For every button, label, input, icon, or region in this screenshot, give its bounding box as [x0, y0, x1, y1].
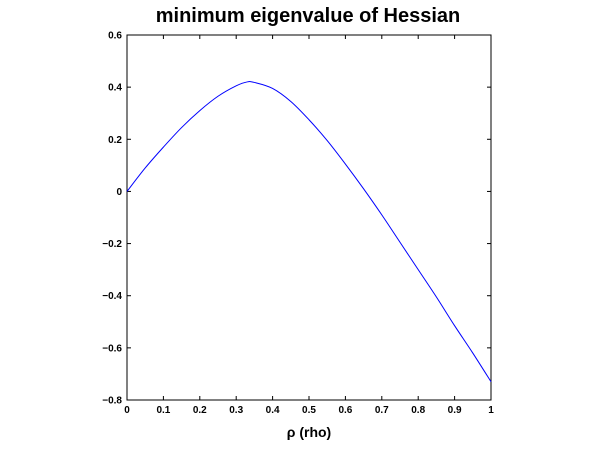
y-tick-label: −0.2	[102, 239, 122, 250]
y-tick-label: −0.6	[102, 343, 122, 354]
x-tick-label: 0.5	[302, 405, 316, 416]
x-tick-label: 0.7	[375, 405, 389, 416]
x-tick-label: 0	[124, 405, 130, 416]
x-tick-label: 0.2	[193, 405, 207, 416]
plot-frame	[126, 34, 492, 401]
x-axis: 0 0.1 0.2 0.3 0.4 0.5 0.6 0.7 0.8 0.9 1	[124, 35, 494, 416]
chart-title: minimum eigenvalue of Hessian	[156, 5, 461, 27]
y-tick-label: 0	[116, 187, 122, 198]
x-tick-label: 0.6	[338, 405, 352, 416]
x-tick-label: 0.4	[266, 405, 280, 416]
series-line	[126, 81, 492, 383]
y-tick-label: 0.4	[108, 83, 122, 94]
x-tick-label: 0.9	[448, 405, 462, 416]
y-axis: 0.6 0.4 0.2 0 −0.2 −0.4 −0.6 −0.8	[102, 31, 491, 407]
x-tick-label: 1	[488, 405, 494, 416]
x-tick-label: 0.8	[411, 405, 425, 416]
y-tick-label: 0.6	[108, 31, 122, 42]
x-tick-label: 0.3	[229, 405, 243, 416]
y-tick-label: −0.8	[102, 396, 122, 407]
y-tick-label: 0.2	[108, 135, 122, 146]
y-tick-label: −0.4	[102, 291, 122, 302]
x-tick-label: 0.1	[156, 405, 170, 416]
x-axis-label: ρ (rho)	[287, 424, 331, 440]
